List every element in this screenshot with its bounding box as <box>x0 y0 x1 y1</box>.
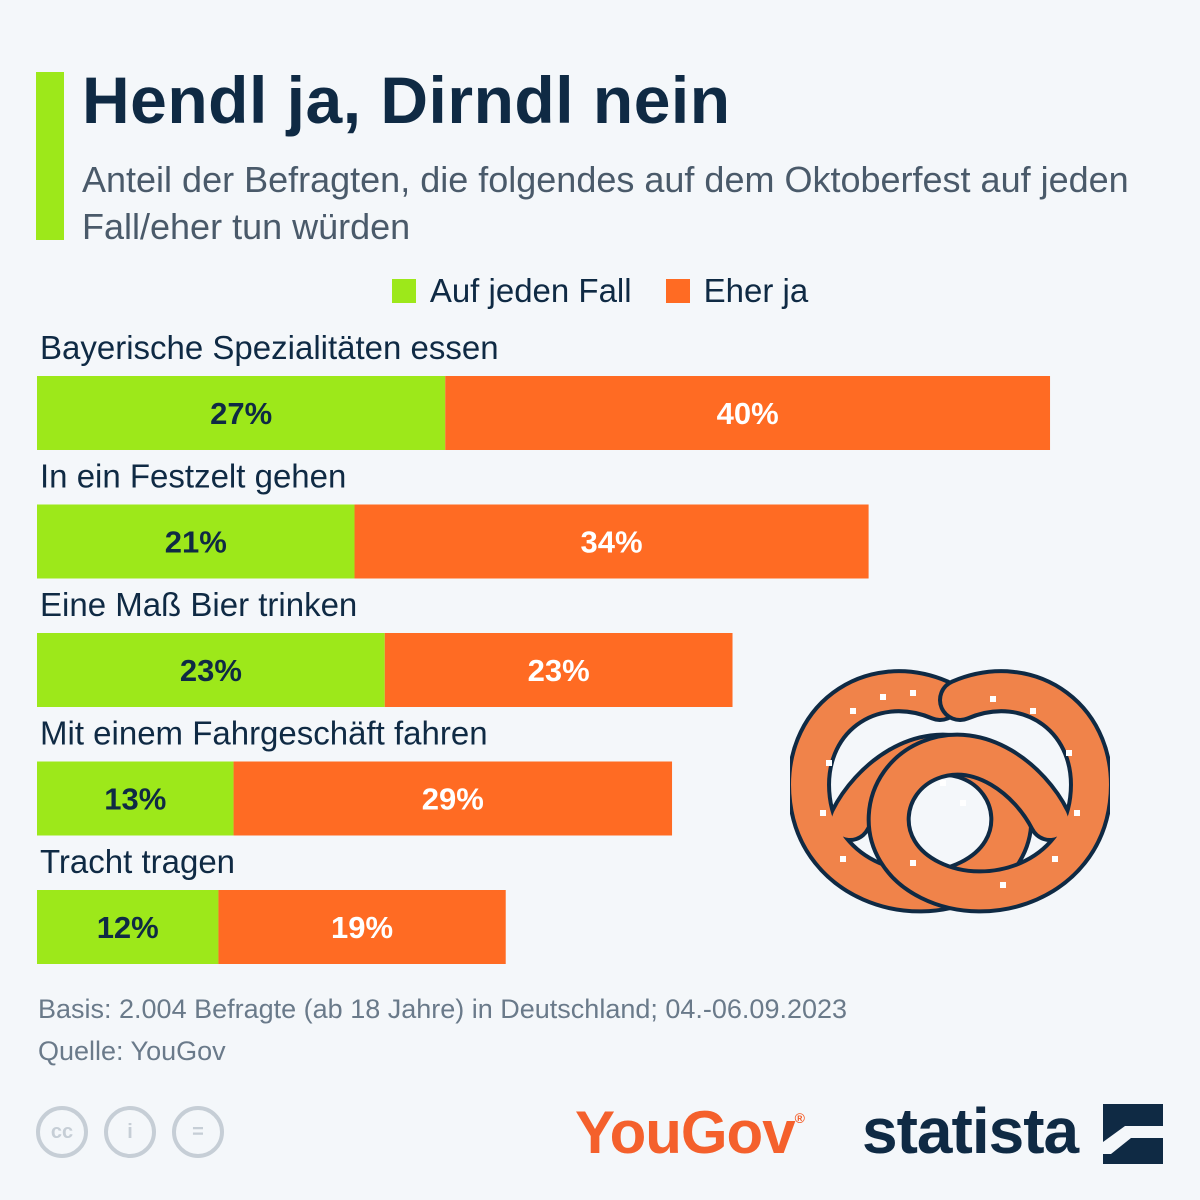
bar-segment-auf-jeden-fall <box>37 890 219 964</box>
license-icons: cc i = <box>36 1106 224 1158</box>
category-label: Bayerische Spezialitäten essen <box>40 329 499 366</box>
yougov-logo-text: YouGov <box>575 1099 796 1166</box>
footnote-source: Quelle: YouGov <box>38 1036 226 1066</box>
chart-subtitle: Anteil der Befragten, die folgendes auf … <box>82 159 1129 247</box>
legend-label-eher-ja: Eher ja <box>703 272 809 309</box>
data-label: 34% <box>581 525 643 560</box>
bar-segment-eher-ja <box>233 761 673 836</box>
statista-logo-icon[interactable] <box>1103 1104 1163 1164</box>
bar-segment-eher-ja <box>445 376 1051 450</box>
footnote: Basis: 2.004 Befragte (ab 18 Jahre) in D… <box>38 988 847 1072</box>
yougov-registered-mark: ® <box>794 1110 805 1126</box>
legend-swatch-green <box>391 279 416 303</box>
data-label: 27% <box>210 396 272 431</box>
data-label: 12% <box>97 910 159 945</box>
bar-segment-eher-ja <box>218 890 506 964</box>
bar-segment-auf-jeden-fall <box>37 761 234 836</box>
data-label: 23% <box>528 653 590 688</box>
statista-logo[interactable]: statista <box>862 1095 1079 1167</box>
bar-segment-auf-jeden-fall <box>37 376 446 450</box>
category-label: In ein Festzelt gehen <box>40 458 346 495</box>
category-label: Mit einem Fahrgeschäft fahren <box>40 715 488 752</box>
bar-segment-eher-ja <box>354 504 869 579</box>
bar-segment-auf-jeden-fall <box>37 504 355 579</box>
legend-swatch-orange <box>665 279 690 303</box>
category-label: Eine Maß Bier trinken <box>40 586 357 623</box>
data-label: 21% <box>165 525 227 560</box>
data-label: 19% <box>331 910 393 945</box>
bar-segment-auf-jeden-fall <box>37 633 385 707</box>
legend-item-eher-ja: Eher ja <box>665 272 809 310</box>
cc-license-icon[interactable]: cc <box>36 1106 88 1158</box>
category-label: Tracht tragen <box>40 843 235 880</box>
data-label: 29% <box>422 782 484 817</box>
data-label: 23% <box>180 653 242 688</box>
no-derivatives-icon[interactable]: = <box>172 1106 224 1158</box>
title-accent-bar <box>36 72 64 240</box>
yougov-logo: YouGov® <box>575 1098 805 1167</box>
legend-item-auf-jeden-fall: Auf jeden Fall <box>391 272 632 310</box>
legend: Auf jeden Fall Eher ja <box>0 272 1200 310</box>
bar-segment-eher-ja <box>384 633 733 707</box>
legend-label-auf-jeden-fall: Auf jeden Fall <box>429 272 632 309</box>
data-label: 40% <box>717 396 779 431</box>
attribution-icon[interactable]: i <box>104 1106 156 1158</box>
pretzel-icon <box>790 669 1110 914</box>
footnote-basis: Basis: 2.004 Befragte (ab 18 Jahre) in D… <box>38 994 848 1024</box>
chart-title: Hendl ja, Dirndl nein <box>82 63 731 137</box>
data-label: 13% <box>104 782 166 817</box>
